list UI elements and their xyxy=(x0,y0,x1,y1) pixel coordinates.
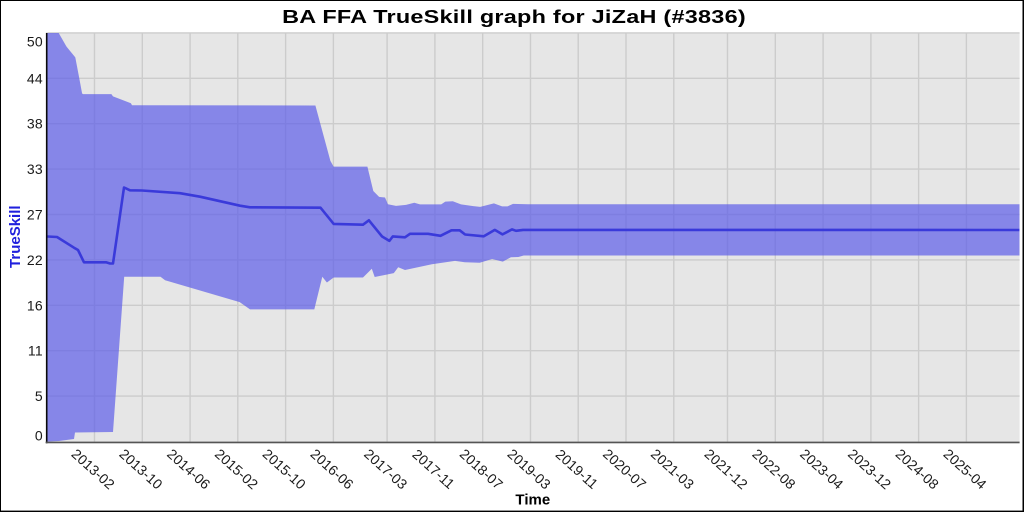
svg-text:27: 27 xyxy=(27,207,43,223)
svg-text:TrueSkill: TrueSkill xyxy=(7,205,24,268)
svg-text:33: 33 xyxy=(27,161,43,177)
svg-text:0: 0 xyxy=(35,428,43,444)
svg-text:5: 5 xyxy=(35,388,43,404)
svg-text:50: 50 xyxy=(27,34,43,50)
svg-text:16: 16 xyxy=(27,297,43,313)
svg-text:Time: Time xyxy=(515,491,550,508)
svg-text:11: 11 xyxy=(28,343,43,359)
svg-text:BA FFA TrueSkill graph for JiZ: BA FFA TrueSkill graph for JiZaH (#3836) xyxy=(282,7,746,27)
svg-text:38: 38 xyxy=(27,116,43,132)
svg-text:44: 44 xyxy=(27,70,43,86)
svg-text:22: 22 xyxy=(27,252,43,268)
